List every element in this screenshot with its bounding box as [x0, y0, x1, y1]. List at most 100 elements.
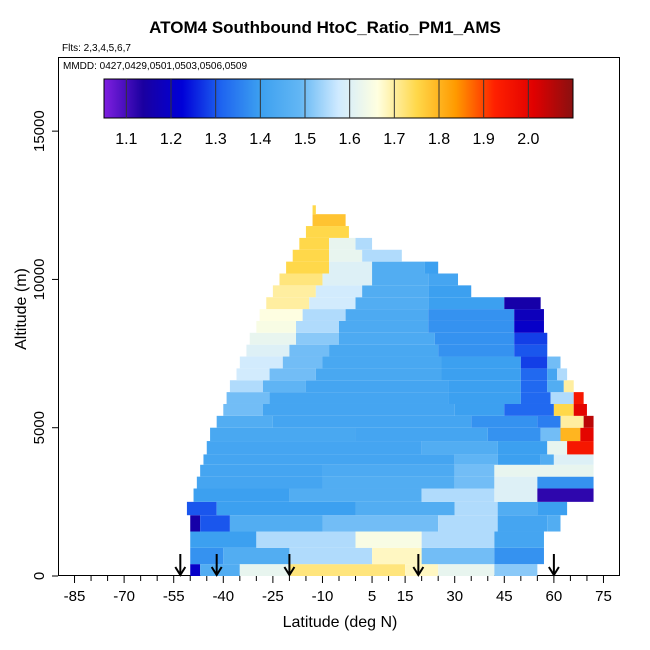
- heatmap-cell: [322, 515, 439, 532]
- heatmap-cell: [454, 476, 495, 489]
- heatmap-cell: [269, 368, 316, 381]
- y-tick-label: 15000: [31, 110, 48, 152]
- heatmap-cell: [223, 403, 263, 416]
- heatmap-cell: [355, 501, 455, 516]
- colorbar-tick-label: 1.4: [249, 131, 271, 148]
- x-tick-label: 15: [397, 588, 414, 605]
- heatmap-cell: [553, 454, 594, 465]
- heatmap-cell: [560, 415, 584, 428]
- heatmap-cell: [494, 531, 544, 548]
- heatmap-cell: [494, 464, 594, 477]
- colorbar-tick-label: 1.7: [383, 131, 405, 148]
- heatmap-cell: [322, 476, 455, 489]
- dates-label: MMDD: 0427,0429,0501,0503,0506,0509: [63, 61, 248, 72]
- heatmap-cell: [266, 297, 310, 310]
- heatmap-cell: [434, 332, 515, 345]
- colorbar-tick-label: 1.8: [428, 131, 450, 148]
- x-tick-label: -85: [64, 588, 86, 605]
- flight-marker-arrow: [548, 554, 560, 577]
- heatmap-cell: [362, 249, 402, 262]
- heatmap-cell: [279, 273, 323, 286]
- heatmap-cell: [190, 515, 201, 532]
- heatmap-cell: [454, 464, 495, 477]
- heatmap-cell: [302, 309, 346, 321]
- heatmap-cell: [272, 285, 316, 298]
- x-tick-label: 30: [446, 588, 463, 605]
- x-tick-label: 60: [546, 588, 563, 605]
- heatmap-cell: [497, 515, 548, 532]
- heatmap-cell: [438, 344, 515, 357]
- heatmap-cell: [329, 344, 439, 357]
- heatmap-cell: [547, 441, 568, 455]
- x-tick-label: -55: [163, 588, 185, 605]
- heatmap-cell: [573, 403, 587, 416]
- heatmap-cell: [210, 427, 356, 442]
- heatmap-cell: [322, 273, 373, 286]
- colorbar-tick-label: 1.5: [294, 131, 316, 148]
- x-tick-label: -70: [113, 588, 135, 605]
- y-tick-label: 5000: [31, 411, 48, 444]
- heatmap-cell: [514, 332, 548, 345]
- heatmap-cell: [190, 564, 201, 576]
- heatmap-cell: [200, 464, 323, 477]
- y-tick-label: 10000: [31, 259, 48, 301]
- x-tick-label: -10: [312, 588, 334, 605]
- colorbar: 1.1 1.2 1.3 1.4 1.5 1.6 1.7 1.8 1.9 2.0: [103, 78, 574, 148]
- heatmap-cell: [540, 454, 554, 465]
- heatmap-cell: [504, 297, 541, 310]
- colorbar-tick-label: 1.9: [473, 131, 495, 148]
- heatmap-cell: [299, 237, 330, 250]
- heatmap-cell: [186, 501, 217, 516]
- heatmap-cells: [186, 205, 594, 576]
- heatmap-cell: [448, 392, 521, 404]
- heatmap-cell: [497, 501, 538, 516]
- heatmap-cell: [580, 427, 594, 442]
- flight-marker-arrow: [210, 554, 223, 577]
- heatmap-cell: [428, 309, 515, 321]
- heatmap-cell: [296, 320, 339, 333]
- heatmap-cell: [355, 237, 373, 250]
- x-tick-label: 45: [496, 588, 513, 605]
- heatmap-cell: [520, 392, 551, 404]
- heatmap-cell: [236, 368, 270, 381]
- heatmap-cell: [520, 356, 548, 369]
- heatmap-cell: [520, 368, 548, 381]
- colorbar-tick-label: 1.3: [205, 131, 227, 148]
- heatmap-cell: [372, 547, 422, 565]
- heatmap-cell: [494, 476, 538, 489]
- heatmap-cell: [514, 320, 544, 333]
- heatmap-cell: [216, 415, 273, 428]
- heatmap-cell: [196, 476, 323, 489]
- heatmap-cell: [372, 261, 425, 274]
- chart-title: ATOM4 Southbound HtoC_Ratio_PM1_AMS: [149, 18, 501, 37]
- heatmap-cell: [249, 332, 297, 345]
- heatmap-cell: [560, 427, 581, 442]
- heatmap-cell: [428, 285, 472, 298]
- heatmap-cell: [239, 356, 283, 369]
- heatmap-cell: [272, 415, 472, 428]
- heatmap-cell: [315, 368, 442, 381]
- heatmap-cell: [216, 501, 356, 516]
- heatmap-cell: [190, 547, 224, 565]
- colorbar-gradient: [103, 78, 574, 119]
- colorbar-tick-label: 1.2: [160, 131, 182, 148]
- heatmap-cell: [286, 261, 330, 274]
- heatmap-cell: [583, 415, 594, 428]
- x-tick-label: 5: [368, 588, 376, 605]
- heatmap-cell: [550, 392, 574, 404]
- heatmap-cell: [514, 309, 544, 321]
- heatmap-cell: [289, 488, 422, 502]
- x-tick-label: -25: [262, 588, 284, 605]
- heatmap-cell: [547, 368, 558, 381]
- heatmap-cell: [322, 464, 455, 477]
- heatmap-cell: [514, 344, 548, 357]
- flight-marker-arrow: [412, 554, 425, 577]
- heatmap-cell: [487, 427, 541, 442]
- x-axis-label: Latitude (deg N): [282, 614, 398, 631]
- heatmap-cell: [292, 249, 330, 262]
- flight-marker-arrow: [174, 554, 187, 577]
- heatmap-cell: [494, 564, 538, 576]
- heatmap-cell: [339, 332, 435, 345]
- flight-markers: [174, 554, 560, 577]
